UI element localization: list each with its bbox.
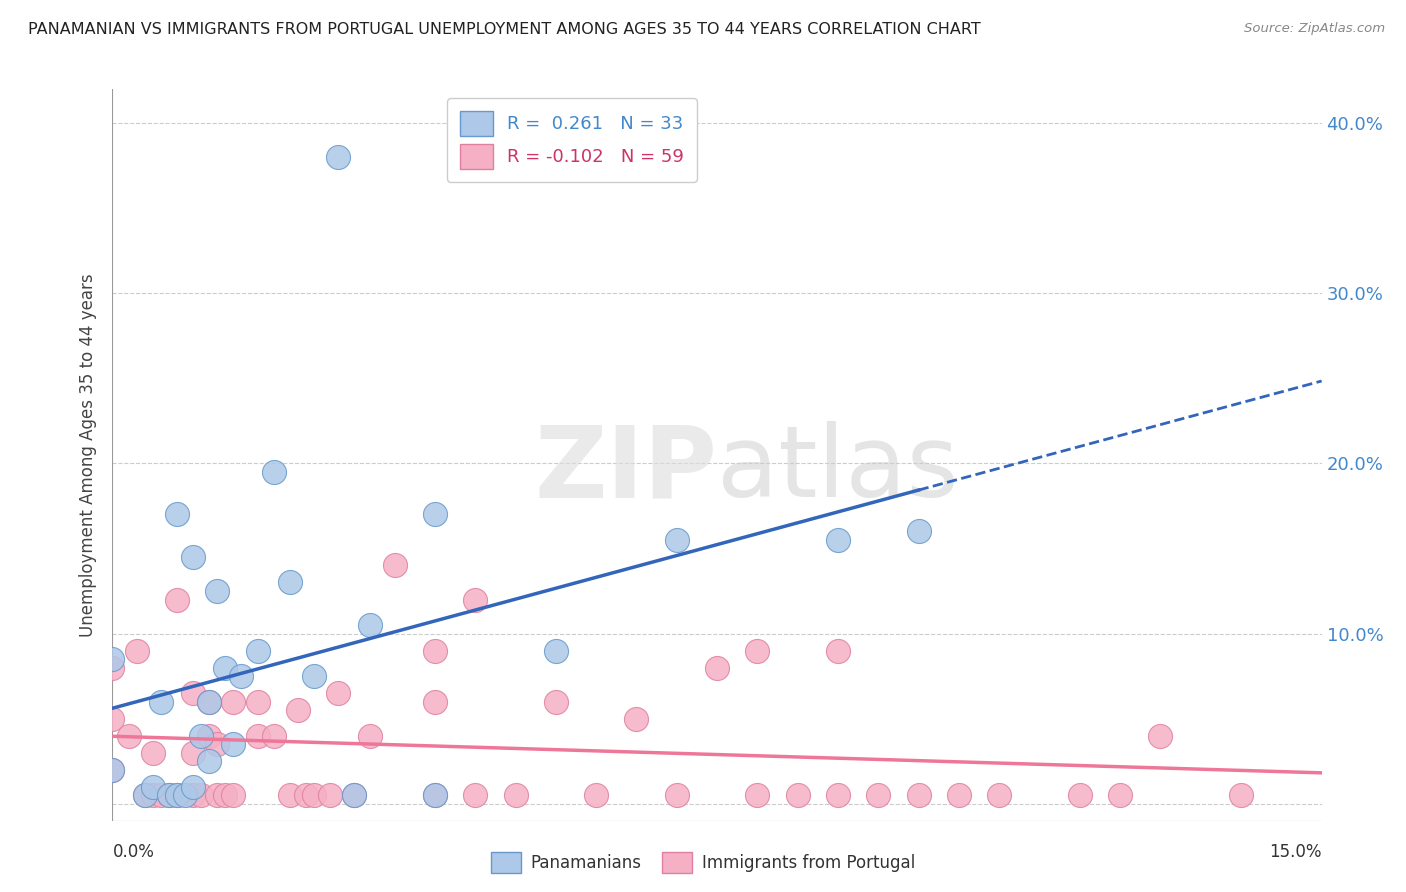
Point (101, 763, 124, 777)
Point (278, 575, 301, 590)
Point (747, 643, 769, 657)
Point (214, 788, 236, 802)
Point (198, 729, 221, 743)
Point (278, 788, 301, 802)
Point (384, 558, 406, 573)
Point (423, 643, 446, 657)
Text: atlas: atlas (717, 421, 959, 518)
Y-axis label: Unemployment Among Ages 35 to 44 years: Unemployment Among Ages 35 to 44 years (79, 273, 97, 637)
Point (125, 643, 148, 657)
Point (907, 524, 929, 539)
Point (423, 695, 446, 709)
Point (190, 729, 212, 743)
Point (246, 729, 269, 743)
Point (295, 788, 318, 802)
Point (190, 788, 212, 802)
Point (827, 533, 849, 547)
Point (1230, 788, 1253, 802)
Point (198, 695, 221, 709)
Point (343, 788, 366, 802)
Text: 0.0%: 0.0% (112, 843, 155, 861)
Point (181, 549, 204, 564)
Point (287, 703, 309, 717)
Point (948, 788, 970, 802)
Point (142, 746, 165, 760)
Point (907, 788, 929, 802)
Point (464, 592, 486, 607)
Text: 15.0%: 15.0% (1270, 843, 1322, 861)
Point (222, 737, 245, 751)
Point (505, 788, 527, 802)
Point (134, 788, 156, 802)
Point (198, 754, 221, 768)
Point (198, 695, 221, 709)
Point (706, 660, 728, 674)
Point (423, 788, 446, 802)
Point (231, 669, 253, 683)
Point (134, 788, 156, 802)
Point (626, 712, 648, 726)
Point (423, 788, 446, 802)
Point (181, 780, 204, 794)
Point (149, 788, 172, 802)
Point (464, 788, 486, 802)
Point (328, 150, 350, 164)
Text: PANAMANIAN VS IMMIGRANTS FROM PORTUGAL UNEMPLOYMENT AMONG AGES 35 TO 44 YEARS CO: PANAMANIAN VS IMMIGRANTS FROM PORTUGAL U… (28, 22, 981, 37)
Point (786, 788, 808, 802)
Point (222, 695, 245, 709)
Point (101, 763, 124, 777)
Point (868, 788, 890, 802)
Point (747, 788, 769, 802)
Point (1069, 788, 1091, 802)
Point (174, 788, 197, 802)
Point (665, 788, 688, 802)
Point (157, 788, 180, 802)
Point (544, 695, 567, 709)
Point (101, 660, 124, 674)
Point (302, 669, 325, 683)
Point (423, 508, 446, 522)
Point (166, 788, 188, 802)
Text: ZIP: ZIP (534, 421, 717, 518)
Point (544, 643, 567, 657)
Point (166, 592, 188, 607)
Point (142, 780, 165, 794)
Point (207, 737, 229, 751)
Point (665, 533, 688, 547)
Point (246, 695, 269, 709)
Point (343, 788, 366, 802)
Point (263, 729, 285, 743)
Point (246, 643, 269, 657)
Point (181, 746, 204, 760)
Legend: Panamanians, Immigrants from Portugal: Panamanians, Immigrants from Portugal (484, 846, 922, 880)
Point (302, 788, 325, 802)
Point (222, 788, 245, 802)
Point (1149, 729, 1171, 743)
Point (157, 788, 180, 802)
Point (166, 508, 188, 522)
Point (827, 643, 849, 657)
Point (142, 788, 165, 802)
Point (101, 652, 124, 666)
Legend: R =  0.261   N = 33, R = -0.102   N = 59: R = 0.261 N = 33, R = -0.102 N = 59 (447, 98, 696, 182)
Point (328, 686, 350, 700)
Point (827, 788, 849, 802)
Point (263, 465, 285, 479)
Point (181, 686, 204, 700)
Point (117, 729, 139, 743)
Point (101, 712, 124, 726)
Point (359, 618, 381, 632)
Point (988, 788, 1011, 802)
Point (149, 695, 172, 709)
Point (207, 788, 229, 802)
Point (1109, 788, 1132, 802)
Point (181, 788, 204, 802)
Point (359, 729, 381, 743)
Text: Source: ZipAtlas.com: Source: ZipAtlas.com (1244, 22, 1385, 36)
Point (214, 660, 236, 674)
Point (319, 788, 342, 802)
Point (166, 788, 188, 802)
Point (207, 584, 229, 599)
Point (585, 788, 607, 802)
